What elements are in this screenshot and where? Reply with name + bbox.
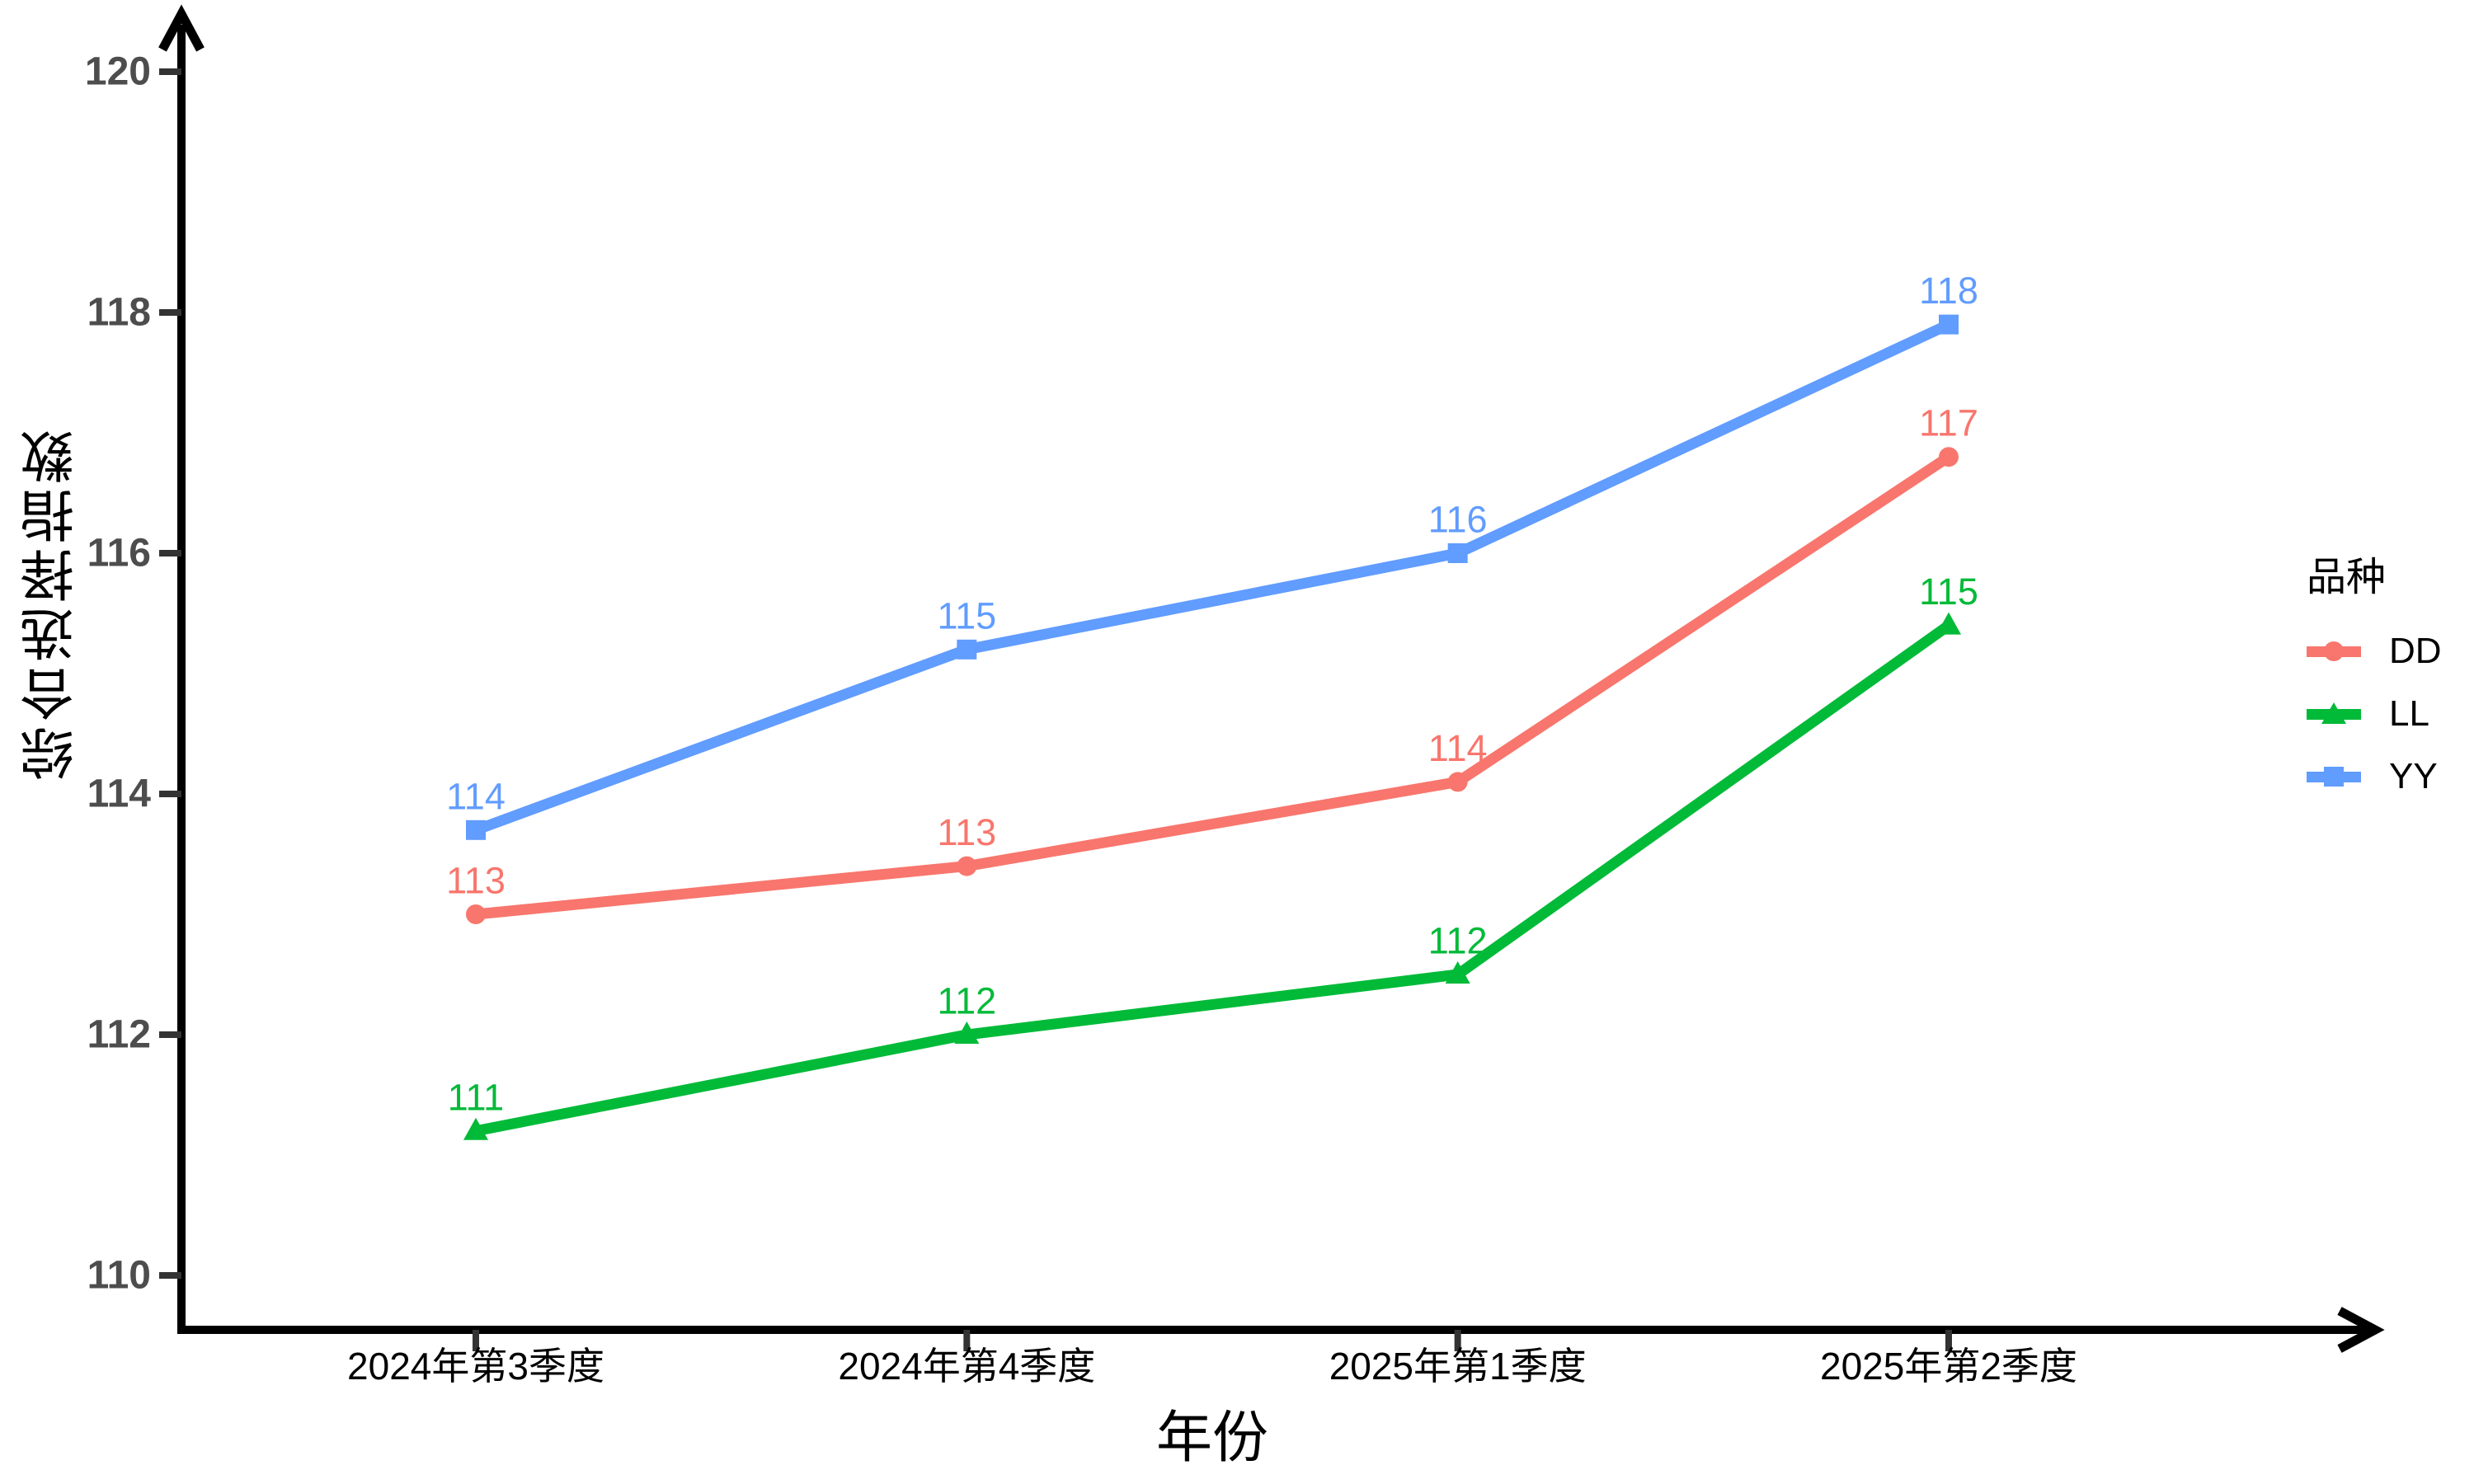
y-tick-label: 116 — [87, 532, 151, 575]
legend: 品种 DD LL YY — [2307, 544, 2442, 808]
data-point-DD — [1447, 772, 1468, 792]
square-legend-key-icon — [2307, 760, 2361, 793]
data-point-label-YY: 116 — [1428, 499, 1488, 541]
series-line-YY — [470, 319, 1954, 836]
data-point-YY — [466, 819, 486, 840]
x-tick-label: 2024年第4季度 — [838, 1345, 1095, 1388]
legend-item-label: YY — [2389, 756, 2438, 796]
y-axis-title: 综合选择指数 — [22, 425, 82, 781]
data-point-YY — [1447, 543, 1468, 563]
data-point-label-DD: 117 — [1919, 402, 1978, 444]
data-point-label-YY: 115 — [937, 594, 996, 636]
data-point-label-LL: 111 — [448, 1076, 504, 1118]
legend-item-YY: YY — [2307, 745, 2442, 808]
triangle-legend-key-icon — [2307, 697, 2361, 730]
y-tick-label: 118 — [87, 291, 151, 335]
legend-item-DD: DD — [2307, 620, 2442, 683]
data-point-YY — [957, 639, 977, 660]
data-point-label-DD: 113 — [937, 811, 996, 853]
x-axis-title: 年份 — [1155, 1407, 1269, 1469]
data-point-YY — [1938, 314, 1959, 335]
y-axis-arrow-icon — [158, 4, 205, 52]
circle-legend-key-icon — [2307, 635, 2361, 668]
legend-item-label: DD — [2389, 631, 2442, 671]
data-point-LL — [954, 1021, 980, 1044]
series-line-DD — [470, 451, 1954, 920]
data-point-label-LL: 112 — [937, 980, 996, 1022]
legend-item-label: LL — [2389, 693, 2429, 734]
x-axis-arrow-icon — [2337, 1307, 2385, 1353]
data-point-label-LL: 115 — [1919, 571, 1978, 613]
y-tick-label: 110 — [87, 1254, 151, 1298]
data-point-DD — [466, 904, 486, 924]
legend-title: 品种 — [2307, 556, 2387, 599]
data-point-label-DD: 114 — [1428, 727, 1488, 769]
y-tick-label: 114 — [87, 773, 152, 816]
x-tick-label: 2024年第3季度 — [347, 1345, 604, 1388]
y-tick-label: 112 — [87, 1013, 151, 1057]
data-point-label-YY: 114 — [446, 775, 506, 817]
x-tick-label: 2025年第2季度 — [1820, 1345, 2077, 1388]
data-point-DD — [957, 856, 977, 876]
data-point-label-DD: 113 — [446, 860, 506, 902]
data-point-LL — [463, 1117, 488, 1140]
series-line-LL — [470, 620, 1954, 1137]
data-point-DD — [1938, 447, 1959, 467]
data-point-LL — [1935, 612, 1961, 635]
data-point-LL — [1445, 961, 1470, 984]
data-point-label-YY: 118 — [1919, 270, 1978, 312]
legend-items: DD LL YY — [2307, 620, 2442, 808]
data-point-label-LL: 112 — [1428, 920, 1488, 962]
x-tick-label: 2025年第1季度 — [1329, 1345, 1587, 1388]
y-tick-label: 120 — [85, 50, 151, 94]
legend-item-LL: LL — [2307, 683, 2442, 745]
